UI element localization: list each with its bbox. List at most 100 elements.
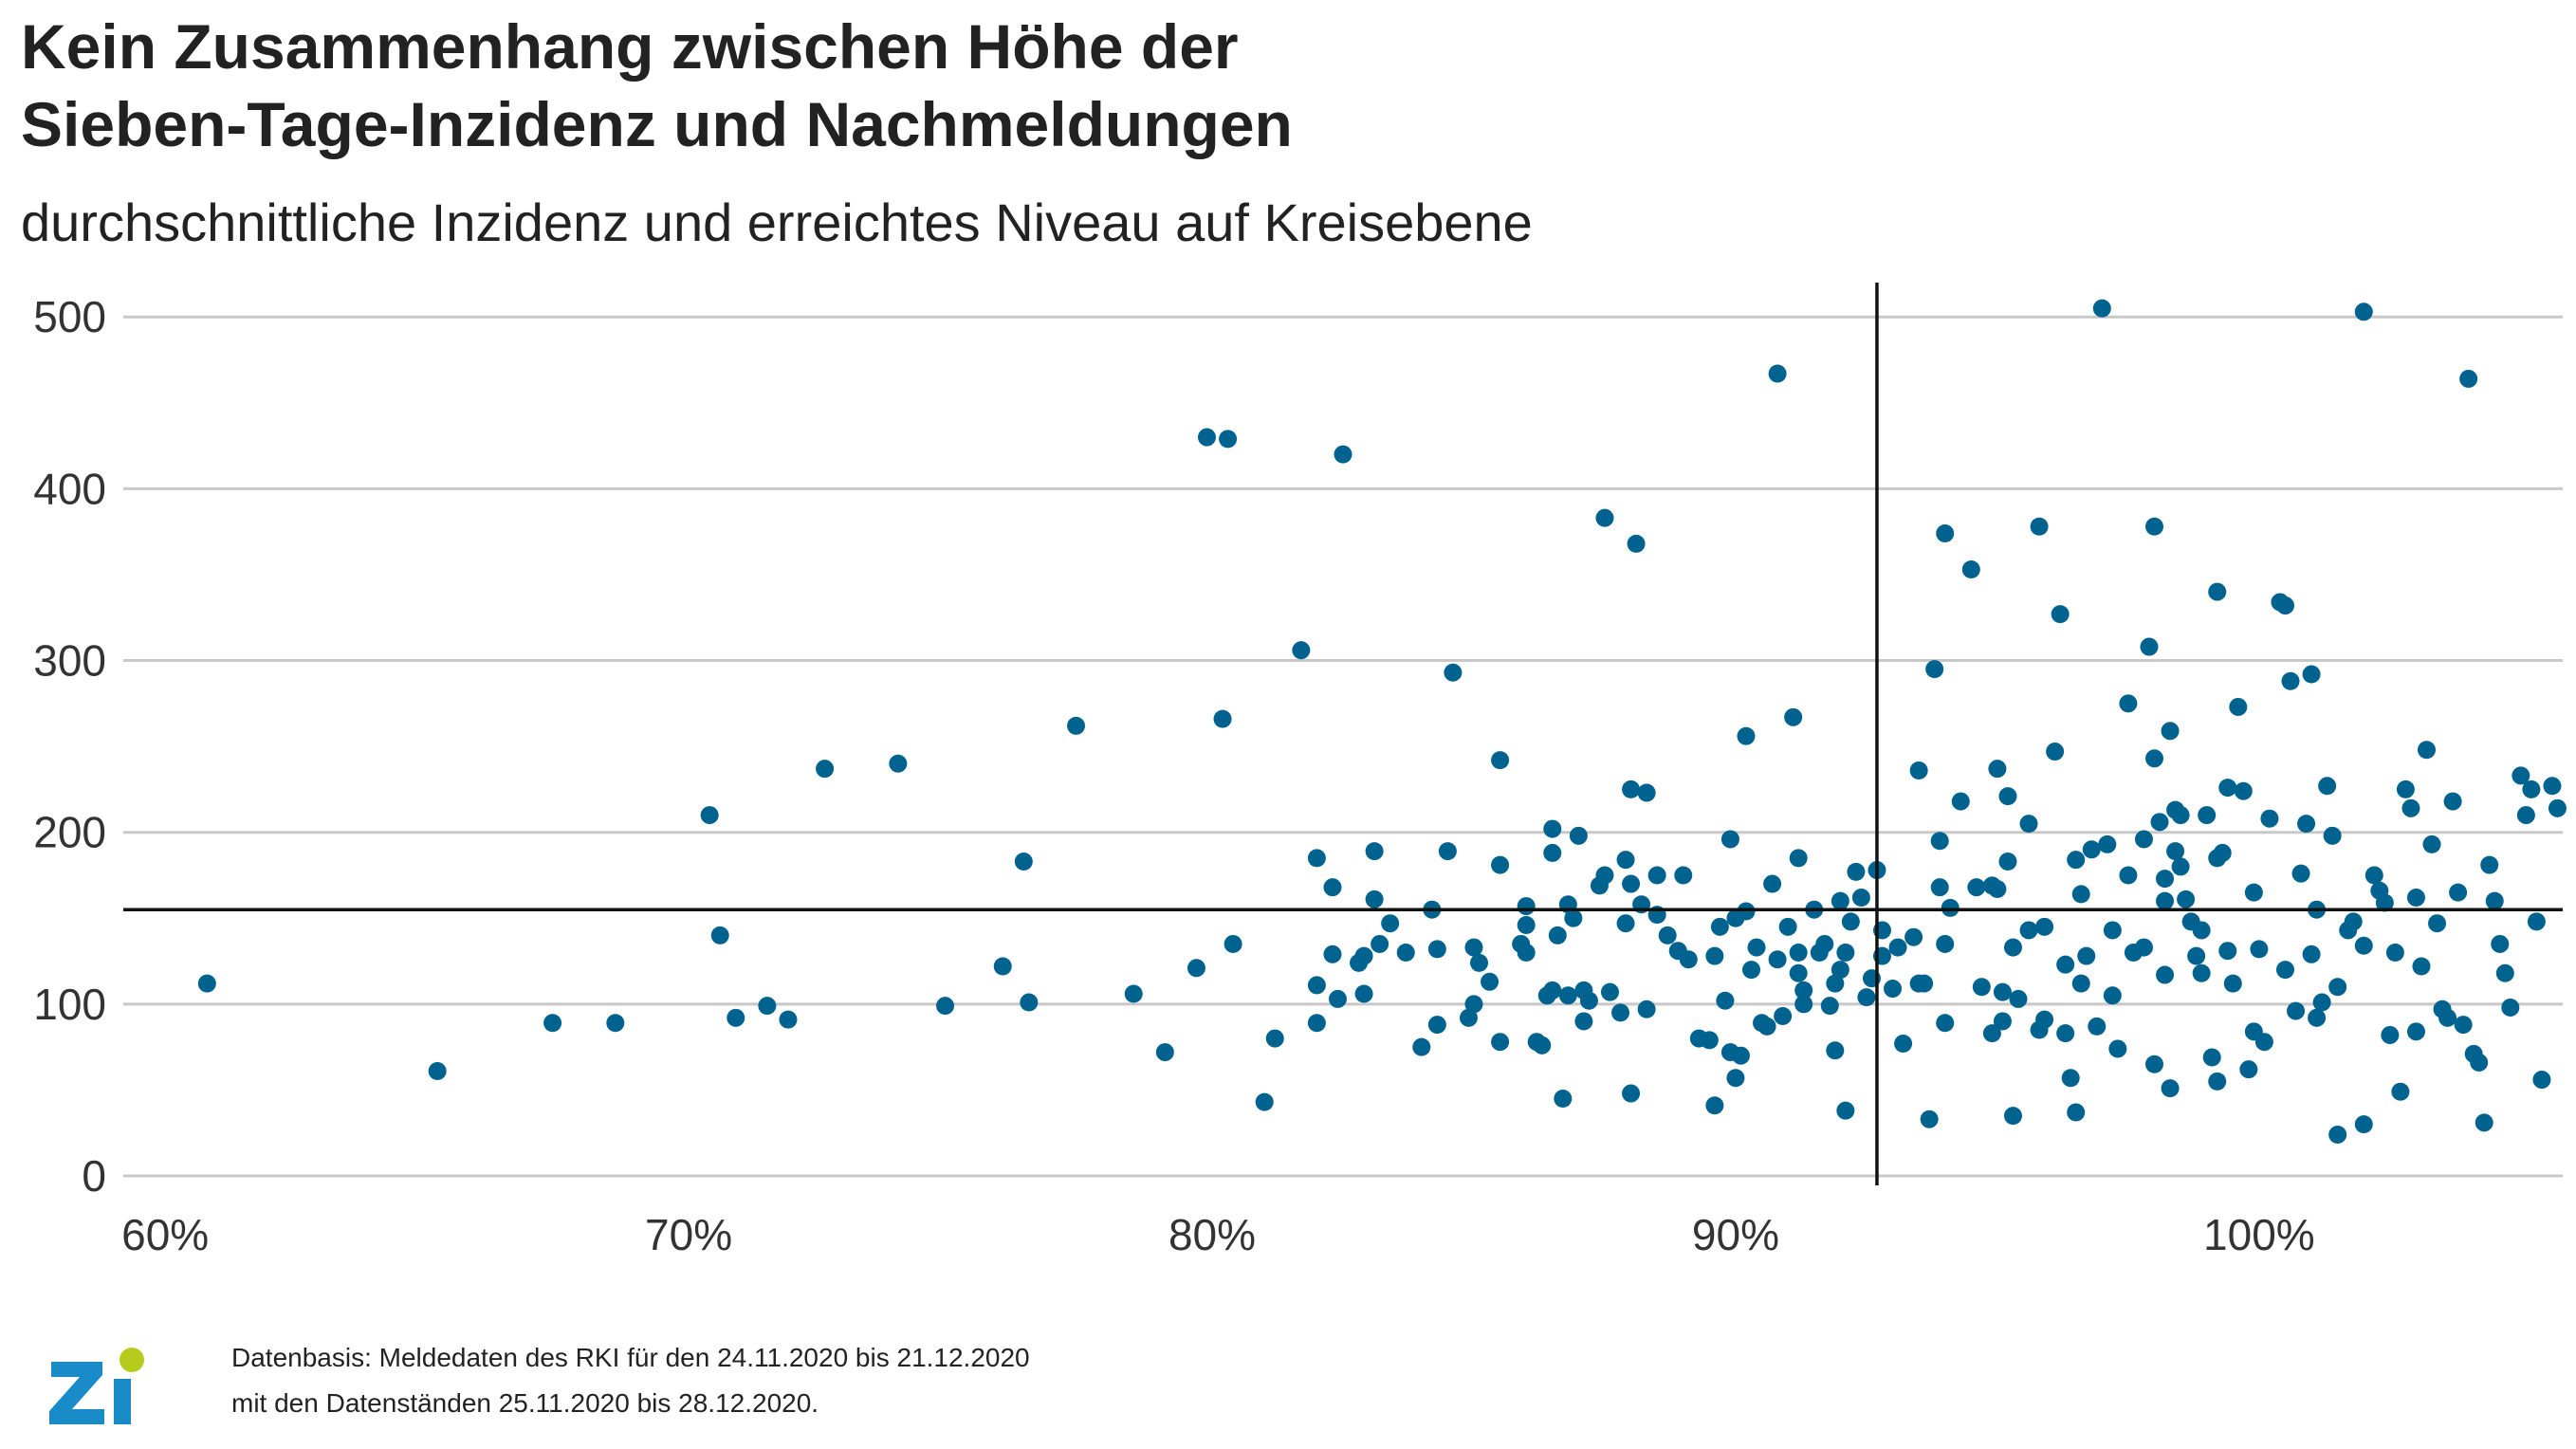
data-point-217	[2198, 806, 2217, 825]
source-note-line-1: Datenbasis: Meldedaten des RKI für den 2…	[231, 1343, 1030, 1372]
data-point-34	[1354, 984, 1373, 1003]
data-point-157	[1967, 878, 1986, 897]
data-point-204	[2156, 891, 2175, 910]
data-point-3	[606, 1014, 625, 1033]
data-point-108	[1747, 938, 1766, 957]
data-point-89	[1647, 866, 1666, 885]
chart-title-line-1: Kein Zusammenhang zwischen Höhe der	[21, 11, 1239, 82]
data-point-172	[2030, 517, 2049, 536]
zi-logo-z-letter	[49, 1362, 104, 1424]
data-point-52	[1491, 751, 1510, 770]
data-point-216	[2192, 963, 2211, 982]
data-point-9	[816, 760, 835, 779]
data-point-36	[1365, 842, 1384, 861]
data-point-31	[1328, 989, 1347, 1008]
data-point-286	[2527, 912, 2546, 931]
zi-logo-i-dot	[120, 1348, 144, 1372]
data-point-176	[2046, 743, 2065, 761]
data-point-241	[2302, 665, 2321, 684]
data-point-20	[1213, 709, 1232, 728]
data-point-133	[1847, 862, 1866, 881]
data-point-146	[1915, 974, 1934, 993]
data-point-40	[1396, 944, 1415, 962]
chart-subtitle: durchschnittliche Inzidenz und erreichte…	[21, 193, 1533, 252]
data-point-51	[1481, 972, 1500, 991]
data-point-39	[1381, 914, 1400, 933]
data-point-278	[2480, 855, 2499, 874]
data-point-179	[2056, 1024, 2075, 1043]
data-point-29	[1323, 878, 1342, 897]
data-point-64	[1543, 981, 1562, 1000]
data-point-153	[1936, 1014, 1955, 1033]
data-point-32	[1334, 445, 1352, 464]
data-point-105	[1737, 726, 1756, 745]
data-point-35	[1354, 946, 1373, 965]
data-point-99	[1716, 991, 1735, 1010]
data-point-182	[2067, 1103, 2086, 1122]
data-point-191	[2103, 986, 2122, 1005]
data-point-289	[2548, 798, 2567, 817]
data-point-168	[2003, 1107, 2022, 1126]
data-point-264	[2406, 1022, 2425, 1041]
data-point-12	[993, 957, 1012, 976]
data-point-271	[2443, 792, 2462, 811]
data-point-251	[2344, 912, 2363, 931]
data-point-194	[2119, 866, 2138, 885]
data-point-237	[2281, 671, 2300, 690]
data-point-5	[710, 926, 729, 945]
data-point-17	[1155, 1043, 1174, 1062]
data-point-245	[2312, 993, 2331, 1012]
y-tick-label-400: 400	[33, 464, 106, 513]
data-point-132	[1841, 912, 1860, 931]
data-point-158	[1972, 978, 1991, 997]
data-point-24	[1265, 1029, 1284, 1048]
data-point-117	[1789, 849, 1808, 868]
data-point-107	[1742, 961, 1761, 980]
data-point-283	[2512, 766, 2530, 785]
data-point-130	[1836, 944, 1855, 962]
data-point-248	[2328, 978, 2347, 997]
data-point-124	[1815, 934, 1834, 953]
data-point-233	[2260, 809, 2279, 828]
data-point-62	[1543, 819, 1562, 838]
data-point-161	[1988, 760, 2007, 779]
y-tick-label-100: 100	[33, 980, 106, 1029]
data-point-83	[1622, 1084, 1641, 1103]
data-point-253	[2354, 936, 2373, 955]
data-point-148	[1925, 660, 1944, 679]
data-point-200	[2144, 749, 2163, 768]
data-point-30	[1323, 945, 1342, 963]
x-tick-label-100: 100%	[2203, 1210, 2315, 1259]
data-point-78	[1611, 1003, 1630, 1022]
data-point-265	[2412, 957, 2431, 976]
data-point-166	[1998, 787, 2017, 806]
data-point-287	[2532, 1071, 2551, 1090]
data-point-165	[1998, 852, 2017, 871]
data-point-236	[2275, 961, 2294, 980]
data-point-10	[889, 754, 908, 773]
data-point-66	[1554, 1089, 1573, 1108]
data-point-14	[1020, 993, 1039, 1012]
data-point-127	[1826, 974, 1845, 993]
data-point-15	[1067, 716, 1086, 735]
source-note: Datenbasis: Meldedaten des RKI für den 2…	[231, 1335, 1030, 1426]
data-point-149	[1930, 832, 1949, 851]
data-point-82	[1622, 874, 1641, 893]
data-point-193	[2119, 694, 2138, 713]
data-point-162	[1988, 879, 2007, 898]
data-point-90	[1658, 926, 1677, 945]
data-point-235	[2275, 596, 2294, 615]
data-point-19	[1197, 428, 1216, 447]
data-point-121	[1794, 981, 1813, 1000]
data-point-8	[779, 1010, 798, 1029]
data-point-164	[1993, 982, 2012, 1001]
data-point-57	[1517, 897, 1536, 916]
data-point-205	[2156, 965, 2175, 984]
data-point-181	[2067, 851, 2086, 870]
data-point-26	[1307, 849, 1326, 868]
data-point-211	[2171, 806, 2190, 825]
data-point-106	[1737, 902, 1756, 921]
data-point-22	[1224, 934, 1242, 953]
data-point-134	[1851, 889, 1870, 908]
data-point-11	[936, 997, 955, 1016]
